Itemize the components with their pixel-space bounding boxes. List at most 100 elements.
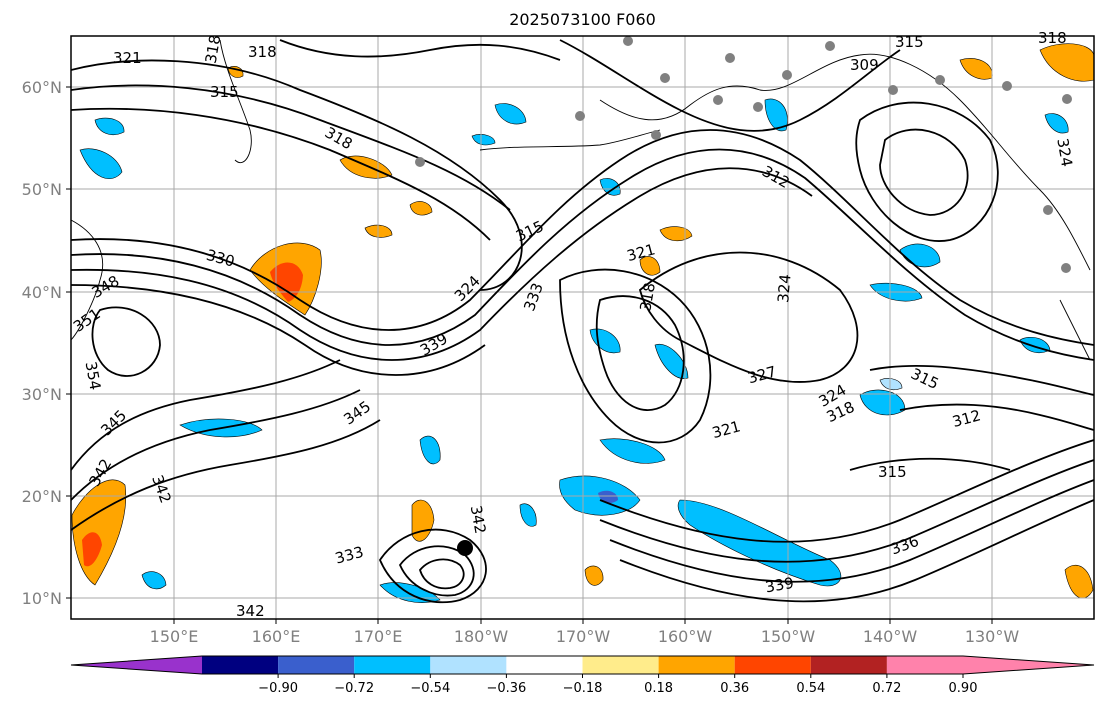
y-axis-ticks xyxy=(66,86,71,599)
station-dot xyxy=(888,85,898,95)
contour-label: 318 xyxy=(636,281,659,312)
nw-coast-islands xyxy=(1059,299,1091,361)
colorbar-segment xyxy=(202,656,279,674)
colorbar-tick-label: 0.72 xyxy=(872,681,901,696)
negative-region-k xyxy=(598,490,618,504)
contour-jet-3 xyxy=(71,167,813,361)
contour-southwest-2 xyxy=(71,389,361,501)
colorbar-extend-high xyxy=(963,656,1094,674)
negative-region-u xyxy=(879,378,903,391)
colorbar-tick-label: 0.54 xyxy=(796,681,825,696)
colorbar-segment xyxy=(354,656,431,674)
colorbar-tick-label: −0.72 xyxy=(334,681,374,696)
station-dot xyxy=(935,75,945,85)
negative-region-f xyxy=(859,389,906,416)
colorbar-tick-label: 0.18 xyxy=(644,681,673,696)
colorbar-tick-label: −0.18 xyxy=(563,681,603,696)
station-dot xyxy=(1002,81,1012,91)
lat-label-60n: 60°N xyxy=(22,78,62,97)
contour-label: 309 xyxy=(850,56,879,74)
colorbar-segment xyxy=(658,656,735,674)
contour-north-1 xyxy=(71,59,523,291)
contour-label: 315 xyxy=(895,33,924,51)
lon-label-160w: 160°W xyxy=(658,627,713,646)
lon-label-170w: 170°W xyxy=(556,627,611,646)
station-dot xyxy=(415,157,425,167)
lon-label-150e: 150°E xyxy=(150,627,199,646)
contour-mid-ridge xyxy=(559,268,712,444)
contour-typhoon-3 xyxy=(418,558,465,590)
positive-region-small-1 xyxy=(409,201,433,216)
contour-jet-4 xyxy=(71,284,486,376)
contour-south-band-1 xyxy=(599,439,1094,543)
station-dot xyxy=(575,111,585,121)
colorbar-tick-label: 0.36 xyxy=(720,681,749,696)
contour-label: 318 xyxy=(1038,29,1067,47)
latitude-labels: 60°N 50°N 40°N 30°N 20°N 10°N xyxy=(22,78,62,608)
contour-west-circle xyxy=(91,306,161,377)
contour-label: 324 xyxy=(774,273,794,303)
asia-coast xyxy=(71,219,104,341)
contour-east-1 xyxy=(869,364,1094,396)
negative-region-a xyxy=(94,117,125,135)
contour-label: 354 xyxy=(82,360,105,391)
lat-label-30n: 30°N xyxy=(22,385,62,404)
contour-low-bc xyxy=(855,101,999,242)
lat-label-50n: 50°N xyxy=(22,180,62,199)
lat-label-20n: 20°N xyxy=(22,487,62,506)
contour-label: 315 xyxy=(878,463,907,481)
kamchatka-coast xyxy=(219,39,252,163)
lat-label-10n: 10°N xyxy=(22,589,62,608)
contour-north-2 xyxy=(71,84,511,211)
colorbar-segment xyxy=(810,656,887,674)
colorbar-segment xyxy=(506,656,583,674)
positive-region-typhoon-west xyxy=(411,499,435,542)
contour-south-band-2 xyxy=(599,459,1094,563)
shaded-negative-regions xyxy=(79,98,1069,603)
negative-region-l xyxy=(599,438,666,464)
shaded-positive-regions xyxy=(71,43,1094,599)
negative-region-h xyxy=(654,343,689,379)
colorbar-tick-label: −0.90 xyxy=(258,681,298,696)
colorbar-extend-low xyxy=(71,656,202,674)
contour-jet-1 xyxy=(71,129,1094,346)
colorbar-segment xyxy=(582,656,659,674)
colorbar-segment xyxy=(278,656,355,674)
colorbar-tick-label: −0.36 xyxy=(486,681,526,696)
contour-southwest-3 xyxy=(71,419,381,531)
contour-mid-ridge-2 xyxy=(595,295,685,411)
contour-southwest-1 xyxy=(71,359,341,471)
contour-north-2b xyxy=(559,39,901,132)
typhoon-center-marker xyxy=(457,540,473,556)
station-dots xyxy=(415,36,1072,273)
alaska-coast xyxy=(599,53,1091,271)
station-dot xyxy=(651,130,661,140)
contour-north-3 xyxy=(71,107,491,241)
aleutian-chain xyxy=(479,129,661,151)
station-dot xyxy=(725,53,735,63)
coastlines xyxy=(71,39,1091,361)
colorbar: −0.90 −0.72 −0.54 −0.36 −0.18 0.18 0.36 0.54 0.7… xyxy=(70,655,1095,696)
contour-typhoon-2 xyxy=(398,545,475,597)
contour-center-loop xyxy=(638,251,859,383)
positive-region-se-edge xyxy=(1064,565,1094,599)
station-dot xyxy=(1061,263,1071,273)
contour-north-2c xyxy=(279,39,561,61)
chart-title: 2025073100 F060 xyxy=(509,10,656,29)
contour-low-bc-inner xyxy=(879,128,969,216)
negative-region-w-coast xyxy=(79,148,123,180)
station-dot xyxy=(782,70,792,80)
contour-label: 342 xyxy=(467,504,490,535)
longitude-labels: 150°E 160°E 170°E 180°W 170°W 160°W 150°… xyxy=(150,627,1020,646)
station-dot xyxy=(825,41,835,51)
contour-lines xyxy=(71,39,1094,604)
colorbar-tick-label: 0.90 xyxy=(949,681,978,696)
contour-jet-2 xyxy=(71,148,1094,361)
contour-typhoon-1 xyxy=(378,528,487,604)
negative-region-m xyxy=(419,435,441,465)
station-dot xyxy=(1043,205,1053,215)
contour-south-band-4 xyxy=(619,499,1094,603)
station-dot xyxy=(713,95,723,105)
contour-label: 324 xyxy=(1053,137,1076,168)
